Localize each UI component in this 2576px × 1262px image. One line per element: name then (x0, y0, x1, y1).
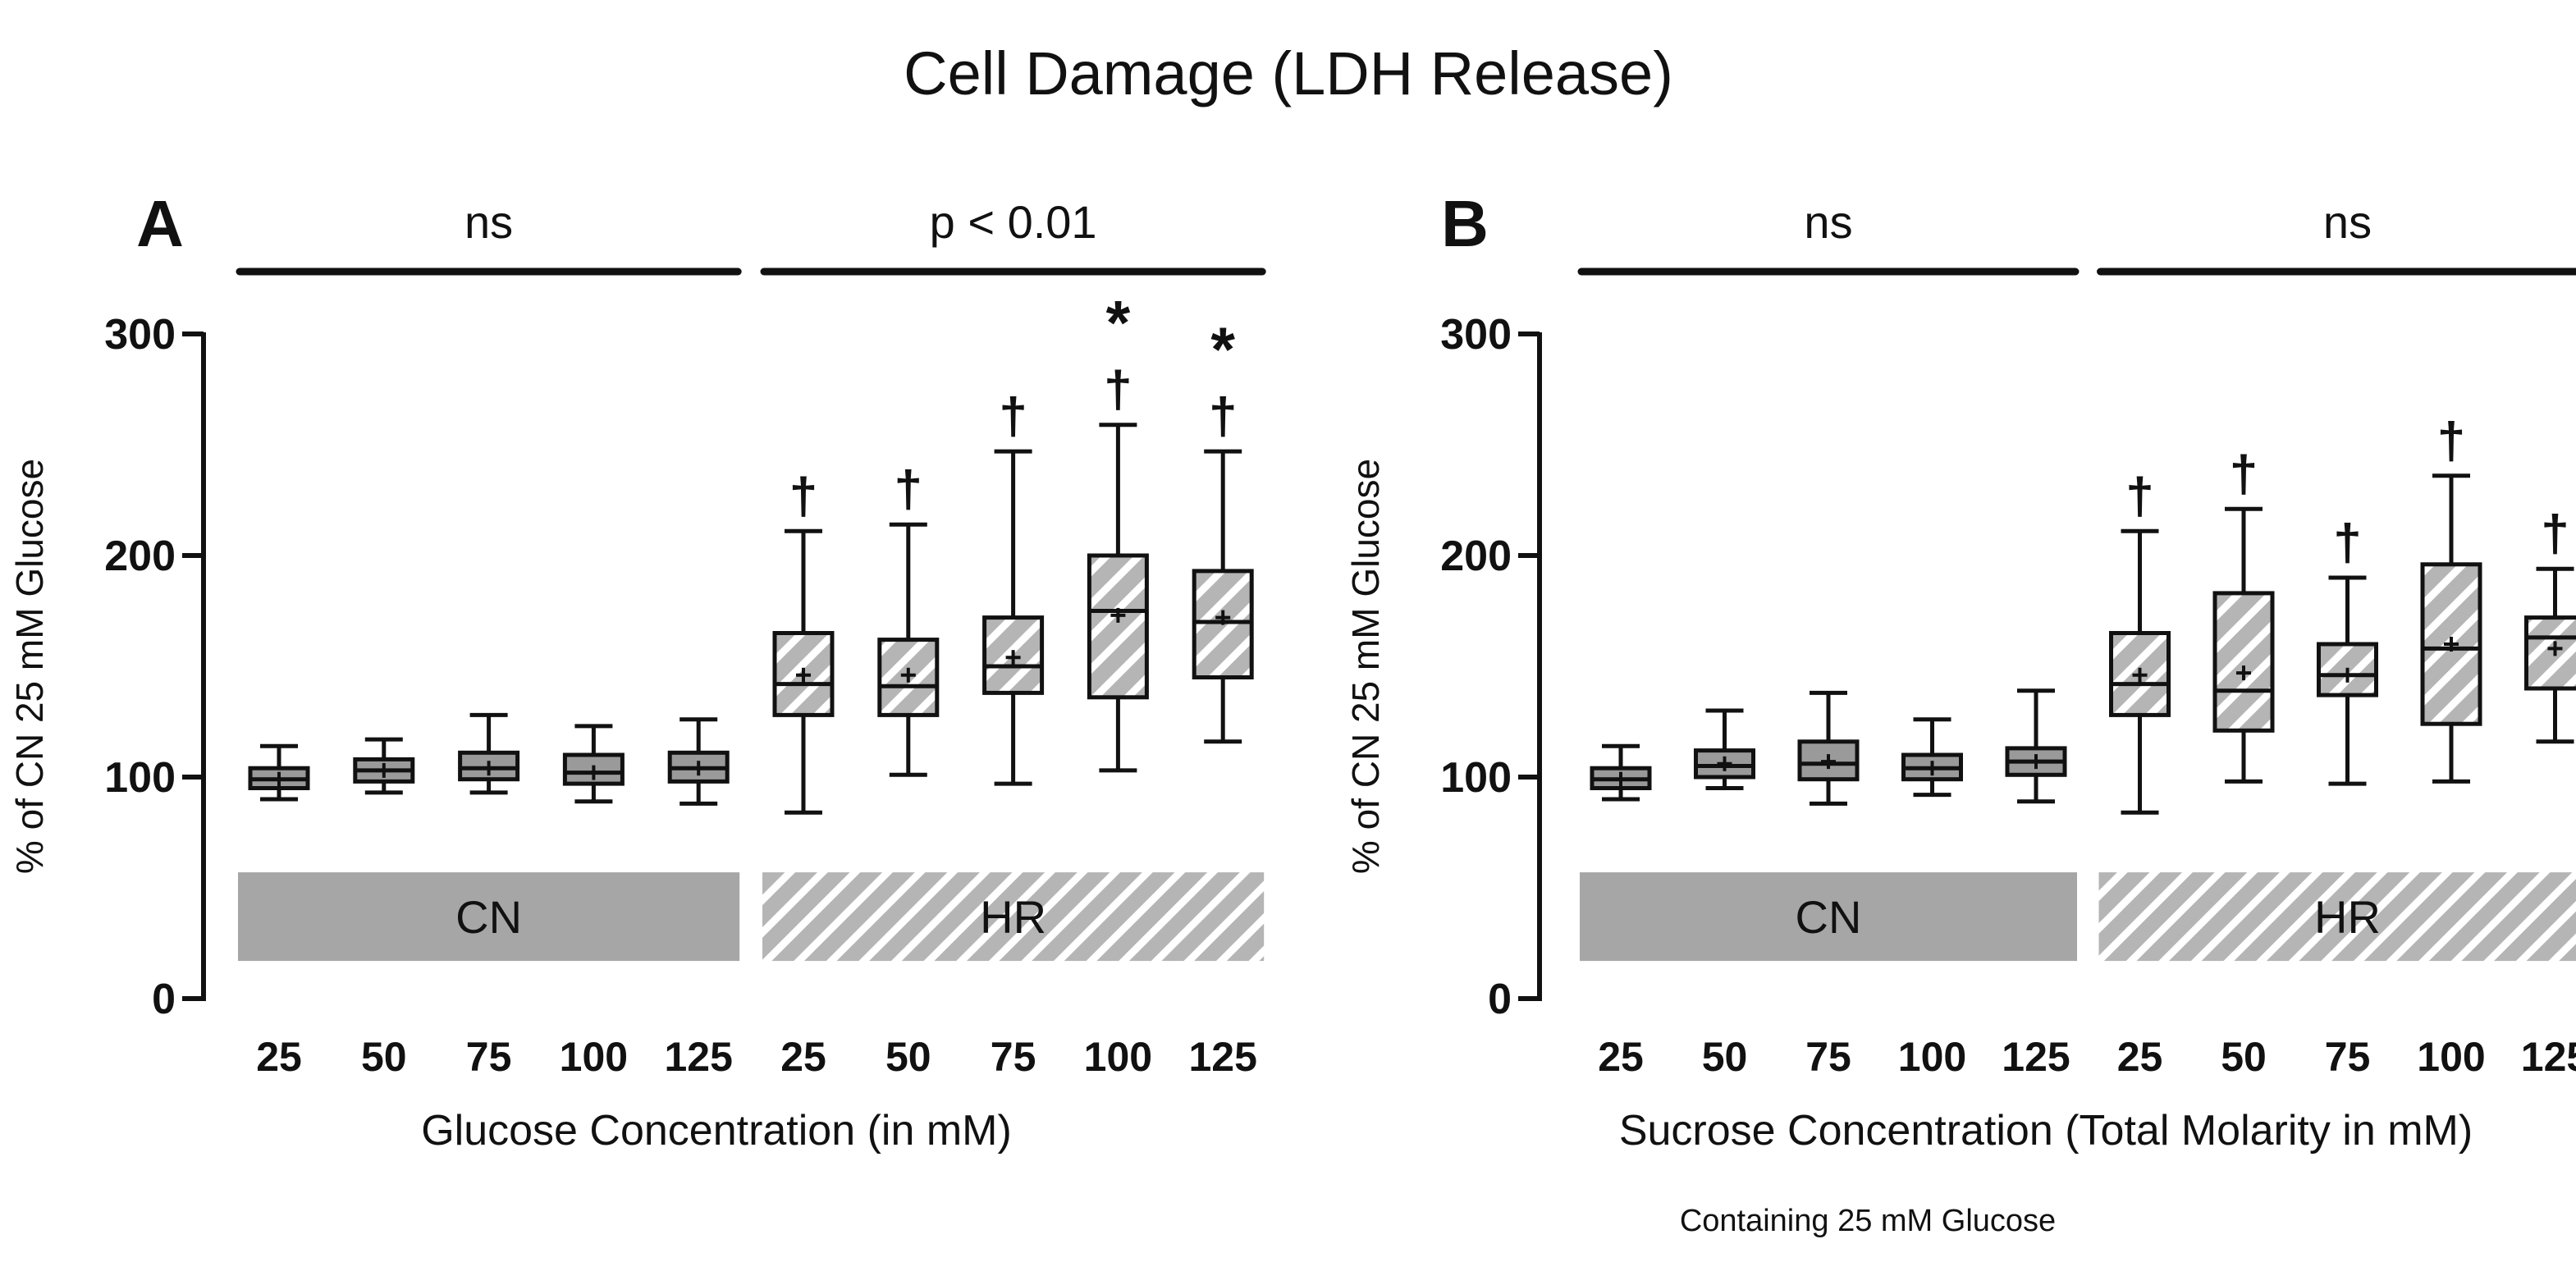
box-iqr (2420, 562, 2482, 726)
panel-b-chart: B 0 100 200 300 % of CN 25 mM Glucose ns CN ns HR… (1344, 187, 2576, 1155)
panel-a-significance-cn: ns (464, 196, 513, 248)
panel-b-x-tick-label: 25 (1598, 1034, 1644, 1080)
dagger-mark: † (789, 468, 817, 524)
panel-b-box-7: † (2317, 514, 2378, 786)
panel-a-x-tick-label: 125 (664, 1034, 732, 1080)
panel-a-label: A (136, 187, 184, 260)
panel-b-x-tick-label: 75 (1805, 1034, 1851, 1080)
panel-b-group-label-hr: HR (2314, 891, 2381, 943)
panel-a-y-tick-label: 100 (104, 754, 176, 802)
footnote: Containing 25 mM Glucose (1680, 1204, 2056, 1238)
panel-b-x-tick-label: 50 (2221, 1034, 2267, 1080)
panel-a-y-tick-label: 0 (152, 976, 176, 1023)
panel-a-box-5: † (772, 468, 835, 815)
panel-b-box-0 (1590, 743, 1652, 802)
panel-b-box-9: † (2524, 505, 2576, 744)
panel-b-x-axis-label: Sucrose Concentration (Total Molarity in… (1619, 1107, 2473, 1155)
panel-a-x-tick-label: 75 (991, 1034, 1036, 1080)
panel-b-box-4 (2005, 688, 2067, 804)
box-iqr (2524, 615, 2576, 691)
panel-b-x-tick-label: 75 (2325, 1034, 2371, 1080)
panel-b-significance-hr: ns (2323, 196, 2372, 248)
panel-a-box-0 (248, 743, 310, 802)
panel-b-group-label-cn: CN (1796, 891, 1862, 943)
panel-a-box-6: † (877, 461, 940, 777)
panel-b-significance-cn: ns (1804, 196, 1852, 248)
dagger-mark: † (895, 461, 922, 518)
dagger-mark: † (2230, 446, 2258, 502)
box-iqr (1694, 748, 1755, 780)
panel-b-group-band-hr (2098, 872, 2576, 962)
box-iqr (2212, 591, 2275, 733)
panel-a-box-7: † (982, 388, 1045, 786)
panel-b-y-tick-label: 300 (1440, 311, 1512, 359)
dagger-mark: † (2437, 413, 2465, 469)
asterisk-mark: * (1210, 315, 1235, 385)
panel-b-label: B (1441, 187, 1489, 260)
panel-b-x-tick-label: 25 (2117, 1034, 2163, 1080)
panel-b-x-tick-label: 125 (2521, 1034, 2576, 1080)
panel-b-group-band-cn (1580, 872, 2077, 962)
panel-a-group-label-cn: CN (455, 891, 522, 943)
panel-b-y-axis-label: % of CN 25 mM Glucose (1344, 459, 1387, 874)
panel-a-x-tick-label: 50 (885, 1034, 931, 1080)
panel-a-x-tick-label: 100 (560, 1034, 628, 1080)
panel-a-group-band-hr (762, 872, 1265, 962)
panel-a-x-tick-label: 100 (1084, 1034, 1152, 1080)
panel-a-group-label-hr: HR (980, 891, 1046, 943)
panel-b-box-3 (1901, 717, 1963, 798)
panel-a-x-tick-label: 75 (466, 1034, 512, 1080)
panel-a-x-tick-label: 50 (361, 1034, 407, 1080)
panel-a-group-band-cn (238, 872, 740, 962)
dagger-mark: † (2541, 505, 2569, 562)
panel-a-box-9: †* (1192, 315, 1254, 744)
panel-b-x-tick-label: 100 (1898, 1034, 1966, 1080)
panel-b-y-tick-label: 0 (1488, 976, 1512, 1023)
panel-a-box-8: †* (1087, 289, 1149, 773)
panel-b-y-tick-label: 100 (1440, 754, 1512, 802)
panel-b-box-6: † (2212, 446, 2275, 784)
figure-title: Cell Damage (LDH Release) (904, 39, 1673, 107)
panel-a-x-tick-label: 25 (780, 1034, 826, 1080)
dagger-mark: † (1104, 362, 1132, 418)
panel-a-x-axis-label: Glucose Concentration (in mM) (421, 1107, 1012, 1155)
panel-b-box-8: † (2420, 413, 2482, 784)
panel-a-box-1 (353, 737, 415, 795)
panel-b-box-1 (1694, 708, 1755, 790)
panel-a-y-axis-label: % of CN 25 mM Glucose (8, 459, 51, 874)
panel-a-significance-hr: p < 0.01 (930, 196, 1097, 248)
panel-a-box-3 (562, 724, 625, 804)
dagger-mark: † (2125, 468, 2153, 524)
panel-b-box-2 (1797, 690, 1860, 806)
panel-b-x-tick-label: 125 (2002, 1034, 2070, 1080)
box-iqr (1087, 553, 1149, 700)
panel-a-box-2 (458, 712, 520, 795)
panel-b-box-5: † (2109, 468, 2171, 815)
panel-a-x-tick-label: 25 (256, 1034, 302, 1080)
dagger-mark: † (1209, 388, 1237, 445)
asterisk-mark: * (1106, 289, 1131, 359)
panel-a-chart: A 0 100 200 300 % of CN 25 mM Glucose ns CN p < … (8, 187, 1266, 1155)
panel-b-x-tick-label: 100 (2417, 1034, 2485, 1080)
panel-a-y-tick-label: 300 (104, 311, 176, 359)
dagger-mark: † (999, 388, 1027, 445)
panel-a-x-tick-label: 125 (1188, 1034, 1256, 1080)
dagger-mark: † (2333, 514, 2361, 571)
panel-b-x-tick-label: 50 (1702, 1034, 1748, 1080)
panel-b-y-tick-label: 200 (1440, 533, 1512, 580)
panel-a-box-4 (667, 717, 730, 806)
panel-a-y-tick-label: 200 (104, 533, 176, 580)
